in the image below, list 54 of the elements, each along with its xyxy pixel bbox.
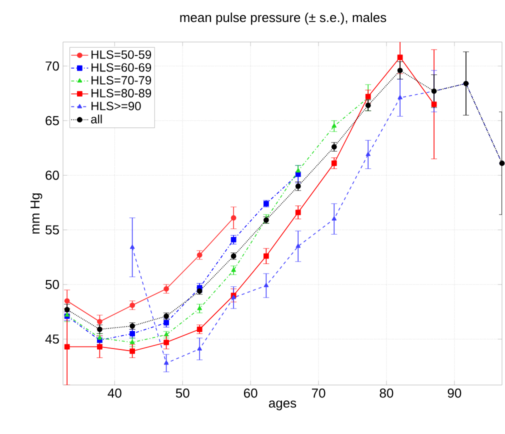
point [196,326,202,332]
point [130,348,136,354]
point [332,216,337,221]
point [331,144,337,150]
chart-title: mean pulse pressure (± s.e.), males [180,12,386,25]
x-tick-label: 40 [108,388,122,398]
y-tick-label: 60 [46,170,59,180]
point [64,306,70,312]
point [264,253,269,259]
point [295,184,301,189]
point [332,123,337,128]
point [398,95,402,100]
point [97,318,102,324]
point [164,360,169,365]
point [230,215,236,221]
point [130,244,135,249]
x-tick-label: 80 [380,388,394,398]
point [196,252,202,258]
point [397,68,403,74]
point [230,237,236,242]
point [397,54,403,60]
point [130,302,136,308]
y-tick-label: 45 [45,334,59,344]
x-tick-label: 60 [244,388,258,398]
legend-label: HLS=80-89 [92,88,152,98]
point [264,282,269,288]
point [365,102,371,108]
legend-label: HLS=60-69 [92,63,152,72]
point [296,244,301,248]
legend-label: HLS>=90 [92,102,141,110]
point [164,340,169,346]
point [295,210,301,216]
y-axis-title: mm Hg [30,193,42,234]
point [331,160,337,166]
point [296,168,301,172]
y-tick-label: 70 [46,61,59,71]
point [197,346,202,350]
point [431,102,437,107]
point [64,344,70,350]
legend-label: all [91,114,102,124]
y-tick-label: 55 [46,225,59,234]
x-tick-label: 90 [448,388,462,398]
x-axis-title: ages [268,400,296,410]
y-tick-label: 50 [46,280,59,290]
legend-label: HLS=50-59 [92,50,152,59]
point [97,344,102,350]
point [295,171,301,177]
legend-label: HLS=70-79 [92,76,152,85]
point [130,330,136,336]
point [64,298,70,304]
y-tick-label: 65 [46,116,59,126]
x-tick-label: 50 [176,388,190,398]
point [366,152,371,156]
x-tick-label: 70 [312,388,326,398]
